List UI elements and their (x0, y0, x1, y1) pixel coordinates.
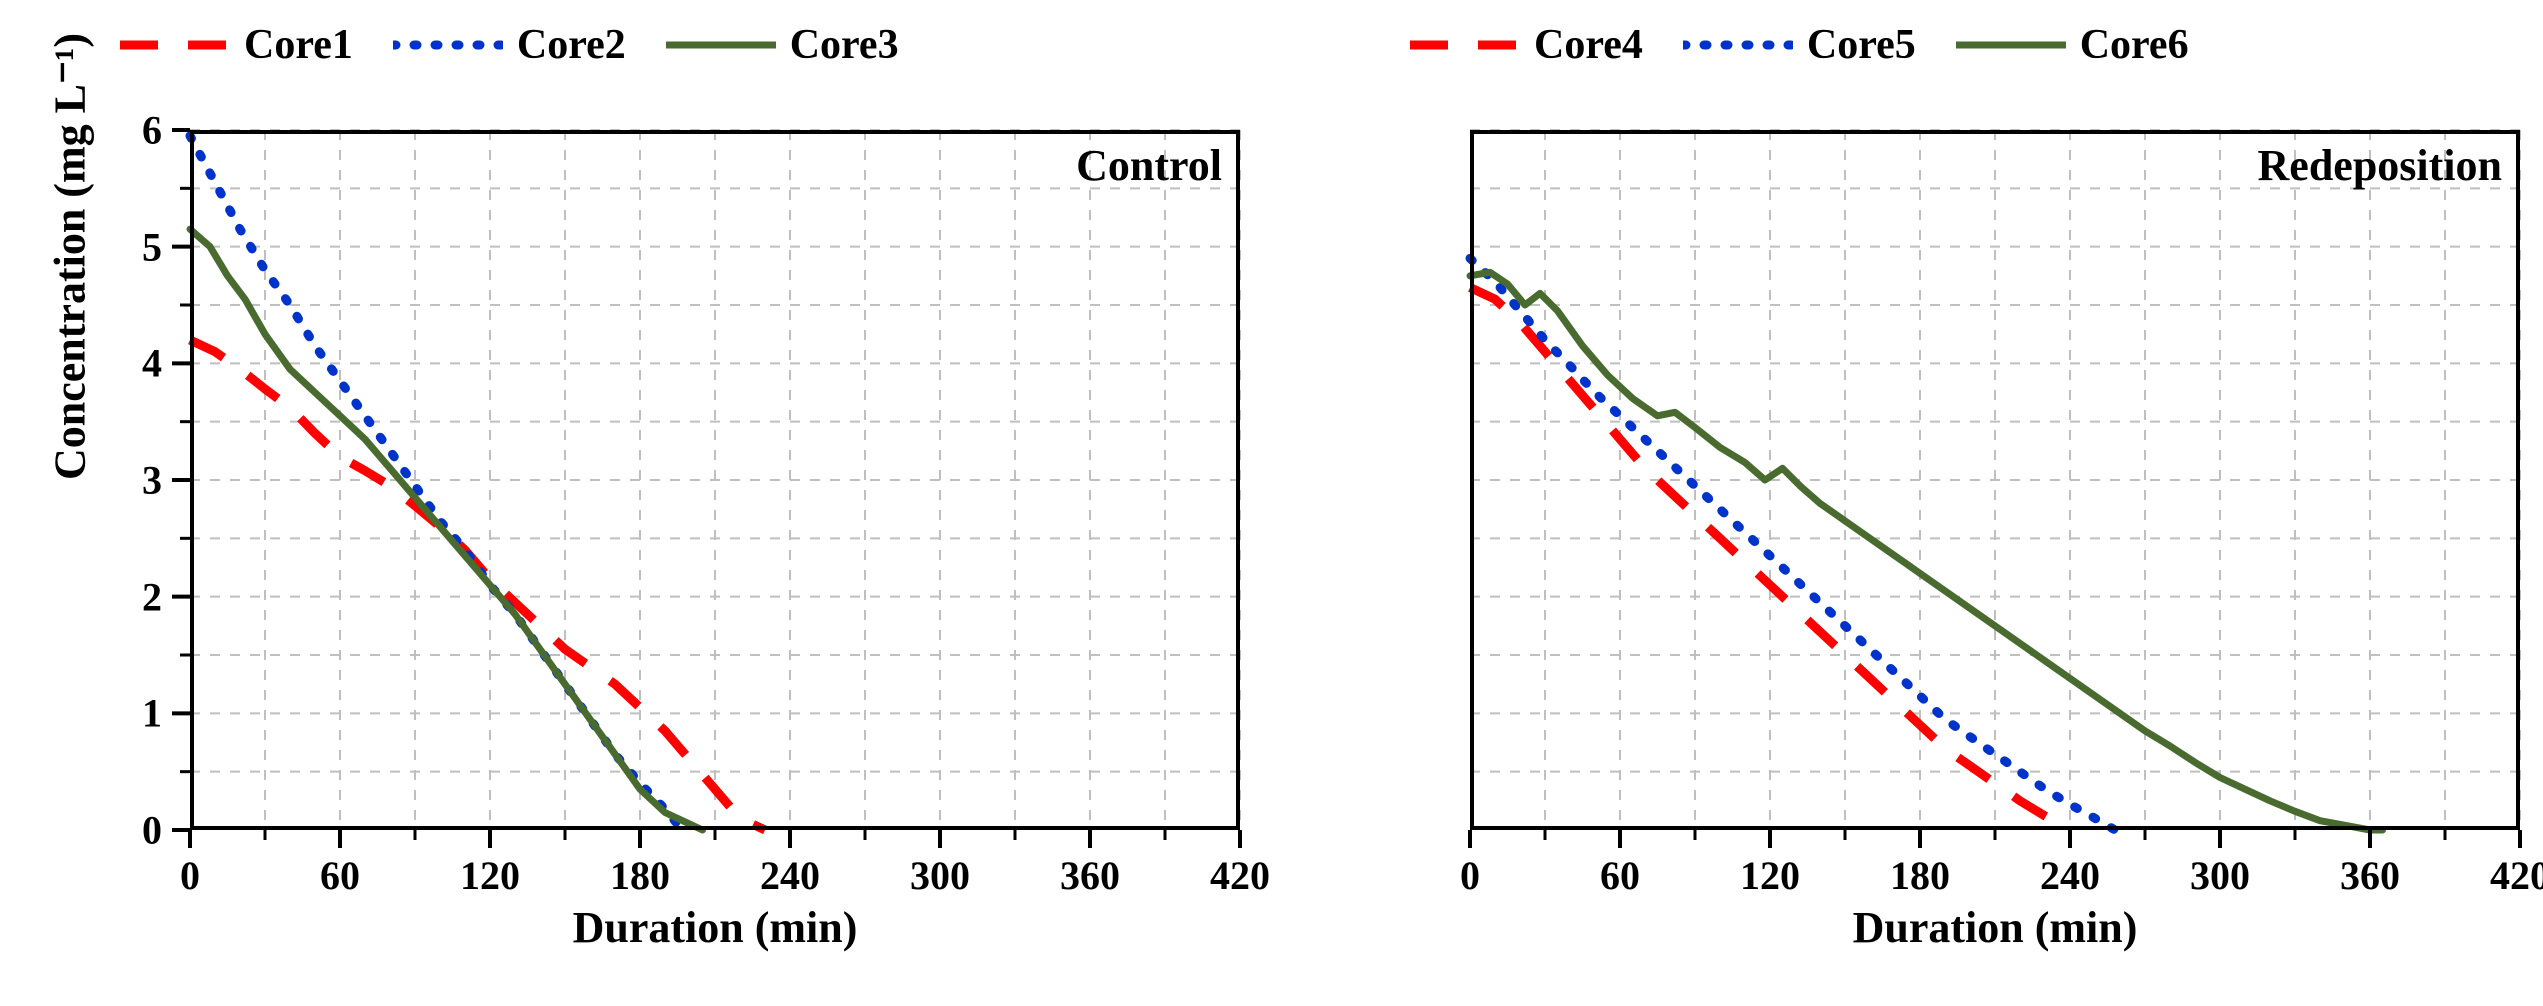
legend-label: Core3 (790, 21, 899, 69)
legend-label: Core2 (517, 21, 626, 69)
legend-swatch (666, 25, 776, 65)
legend-swatch (393, 25, 503, 65)
legend-item: Core3 (666, 21, 899, 69)
legend-label: Core6 (2080, 21, 2189, 69)
x-tick-label: 420 (1210, 852, 1270, 899)
y-tick-label: 1 (142, 690, 162, 737)
legend-left: Core1 Core2 Core3 (120, 10, 899, 80)
y-tick-label: 5 (142, 223, 162, 270)
series-core3 (190, 229, 703, 830)
legend-item: Core1 (120, 21, 353, 69)
legend-swatch (1410, 25, 1520, 65)
legend-label: Core4 (1534, 21, 1643, 69)
series-core6 (1470, 272, 2383, 830)
x-axis-label: Duration (min) (1853, 902, 2138, 953)
chart-panel-redeposition (1470, 130, 2520, 830)
legend-item: Core6 (1956, 21, 2189, 69)
y-tick-label: 4 (142, 340, 162, 387)
series-core5 (1470, 258, 2115, 830)
series-core1 (190, 340, 765, 830)
x-tick-label: 60 (320, 852, 360, 899)
x-tick-label: 180 (610, 852, 670, 899)
legend-item: Core2 (393, 21, 626, 69)
x-tick-label: 360 (2340, 852, 2400, 899)
x-tick-label: 120 (460, 852, 520, 899)
panel-title: Redeposition (2258, 140, 2502, 191)
y-tick-label: 3 (142, 457, 162, 504)
panel-title: Control (1076, 140, 1222, 191)
y-tick-label: 6 (142, 107, 162, 154)
legend-right: Core4 Core5 Core6 (1410, 10, 2189, 80)
x-tick-label: 180 (1890, 852, 1950, 899)
x-tick-label: 60 (1600, 852, 1640, 899)
x-tick-label: 420 (2490, 852, 2543, 899)
y-axis-label: Concentration (mg L⁻¹) (45, 33, 96, 480)
legend-label: Core1 (244, 21, 353, 69)
legend-item: Core4 (1410, 21, 1643, 69)
x-tick-label: 300 (2190, 852, 2250, 899)
legend-item: Core5 (1683, 21, 1916, 69)
x-tick-label: 360 (1060, 852, 1120, 899)
x-tick-label: 240 (2040, 852, 2100, 899)
y-tick-label: 2 (142, 573, 162, 620)
x-axis-label: Duration (min) (573, 902, 858, 953)
y-tick-label: 0 (142, 807, 162, 854)
x-tick-label: 120 (1740, 852, 1800, 899)
chart-panel-control (190, 130, 1240, 830)
x-tick-label: 0 (180, 852, 200, 899)
legend-label: Core5 (1807, 21, 1916, 69)
x-tick-label: 240 (760, 852, 820, 899)
legend-swatch (1683, 25, 1793, 65)
legend-swatch (120, 25, 230, 65)
figure-root: Core1Core2Core3Core4Core5Core60601201802… (0, 0, 2543, 1006)
legend-swatch (1956, 25, 2066, 65)
x-tick-label: 0 (1460, 852, 1480, 899)
x-tick-label: 300 (910, 852, 970, 899)
